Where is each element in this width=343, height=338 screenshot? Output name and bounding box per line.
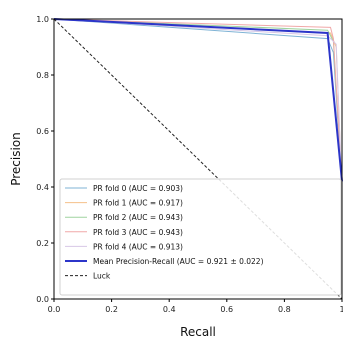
legend-label: Mean Precision-Recall (AUC = 0.921 ± 0.0… [93,257,264,266]
series-line-1 [53,18,343,193]
legend-box [59,178,342,296]
y-tick-label: 0.6 [36,127,49,136]
series-line-3 [53,18,343,185]
legend-label: PR fold 0 (AUC = 0.903) [93,184,183,193]
x-tick-label: 0.2 [105,305,118,314]
legend: PR fold 0 (AUC = 0.903) PR fold 1 (AUC = … [59,178,342,296]
legend-label: PR fold 3 (AUC = 0.943) [93,228,183,237]
y-tick-label: 0.2 [36,239,49,248]
plot-frame [53,18,343,300]
x-tick-label: 0.0 [48,305,61,314]
x-tick-label: 0.8 [278,305,291,314]
series-line-4 [53,18,343,190]
x-axis-label: Recall [180,325,216,338]
legend-label: PR fold 1 (AUC = 0.917) [93,199,183,208]
y-axis-label: Precision [9,132,23,186]
series-line-6 [53,18,343,300]
y-tick-label: 0.4 [36,183,49,192]
y-tick-label: 0.0 [36,295,49,304]
series-line-0 [53,18,343,188]
legend-label: PR fold 4 (AUC = 0.913) [93,242,183,251]
series-line-2 [53,18,343,188]
series-layer [53,18,343,300]
ticks-layer: 0.0 0.2 0.4 0.6 0.8 1 0.0 0.2 0.4 0.6 0.8 1.0 [36,15,343,314]
y-tick-label: 1.0 [36,15,49,24]
y-tick-label: 0.8 [36,71,49,80]
legend-label: PR fold 2 (AUC = 0.943) [93,213,183,222]
x-tick-label: 0.4 [163,305,176,314]
series-line-5 [53,18,343,182]
x-tick-label: 1 [339,305,343,314]
x-tick-label: 0.6 [220,305,233,314]
legend-label: Luck [93,272,111,281]
